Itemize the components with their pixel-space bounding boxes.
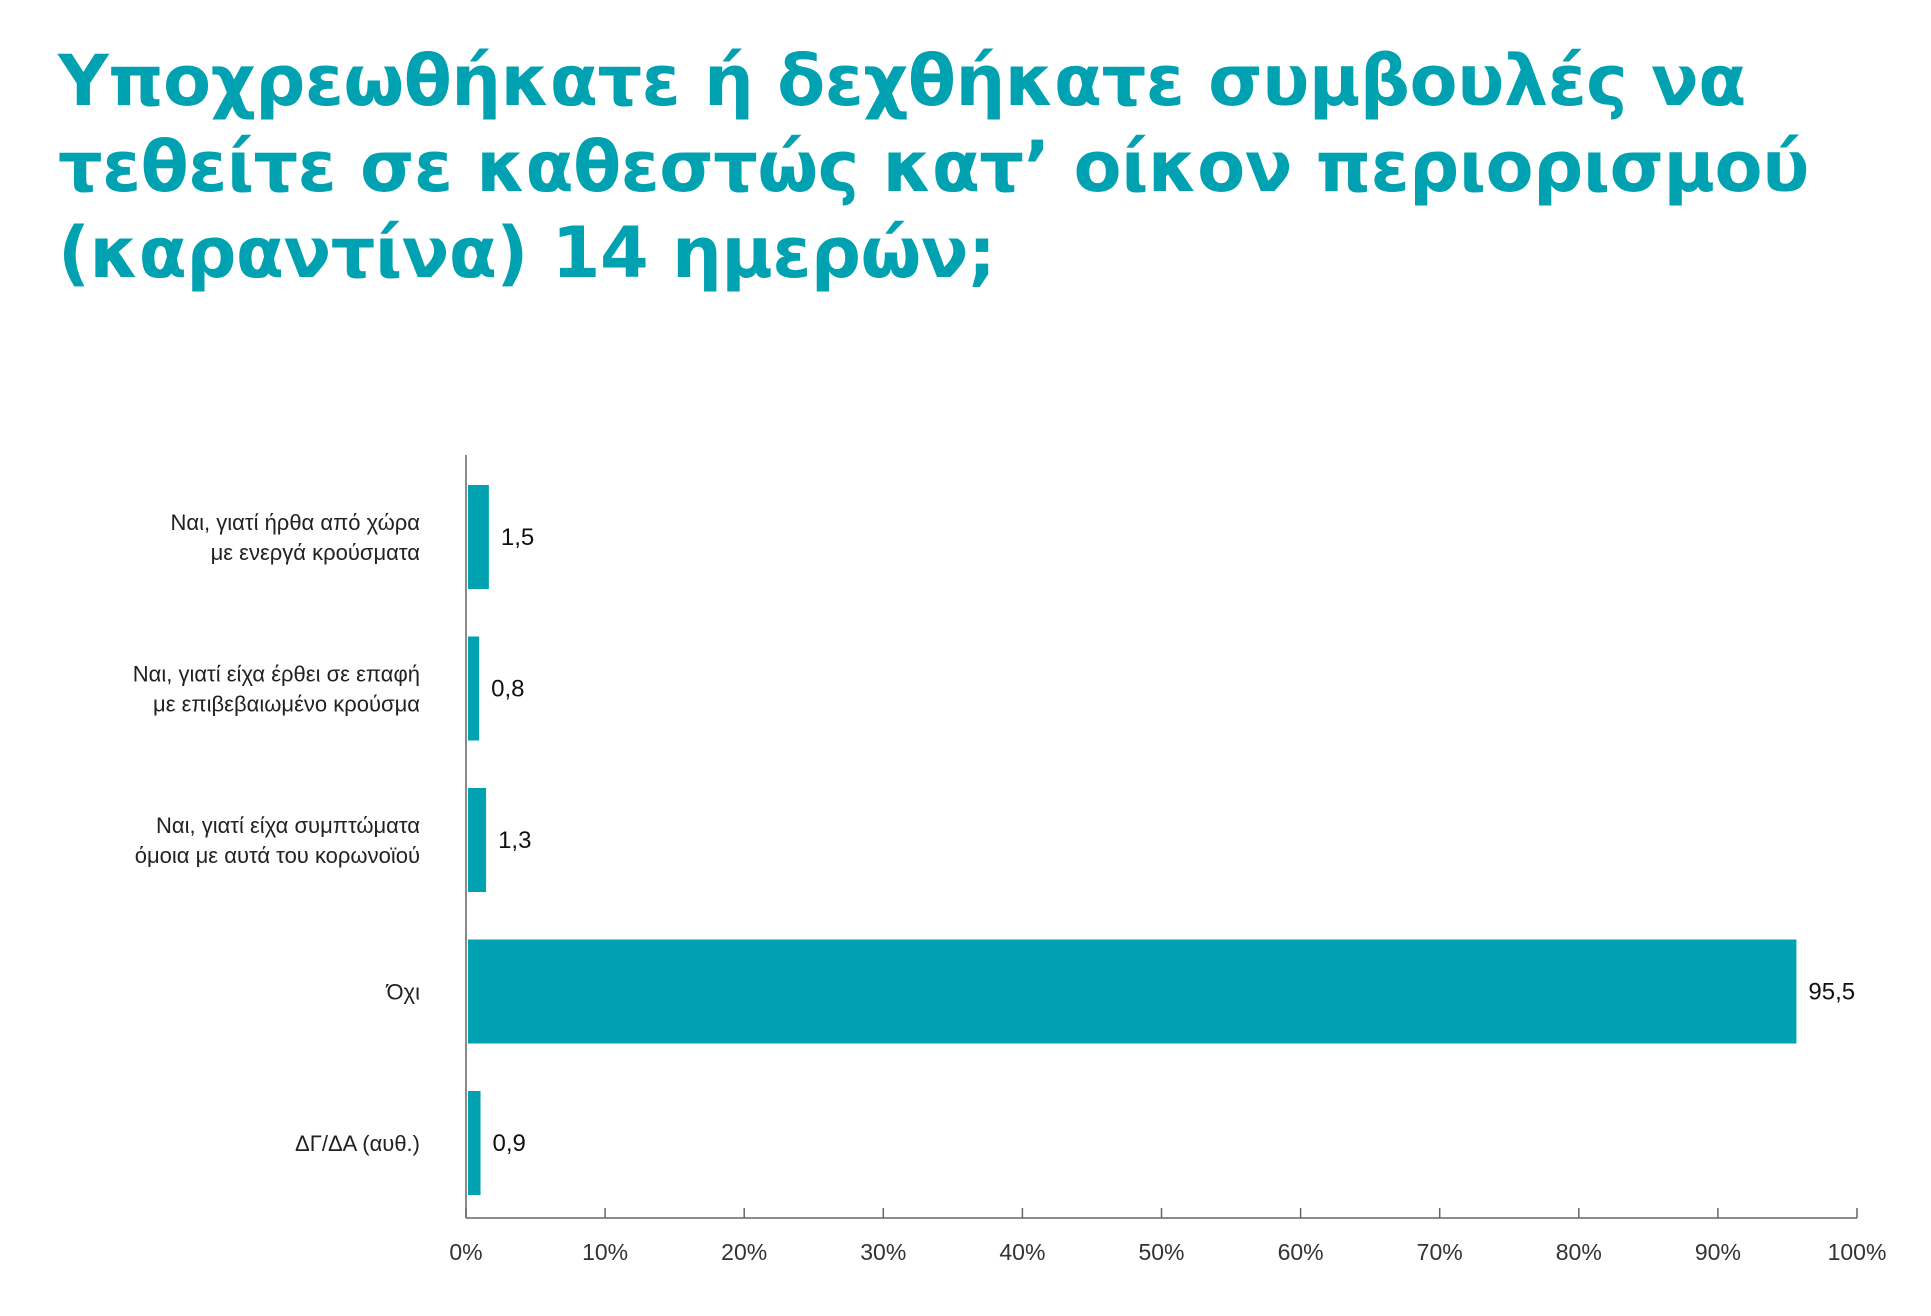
x-tick-label: 90% [1695,1239,1741,1265]
category-label: Ναι, γιατί είχα συμπτώματα [156,813,420,838]
category-label: Όχι [386,980,421,1005]
category-label: με ενεργά κρούσματα [211,540,421,565]
value-label: 95,5 [1808,979,1855,1006]
value-label: 0,9 [493,1130,526,1157]
bar [468,636,480,741]
value-labels-group: 1,5 0,8 1,3 95,5 0,9 [491,524,1855,1157]
x-tick-label: 70% [1417,1239,1463,1265]
x-tick-label: 0% [449,1239,482,1265]
bar [468,485,489,589]
category-label: όμοια με αυτά του κορωνοϊού [135,843,420,868]
x-tick-label: 20% [721,1239,767,1265]
category-label: με επιβεβαιωμένο κρούσμα [153,692,420,717]
x-tick-label: 30% [860,1239,906,1265]
category-label: Ναι, γιατί είχα έρθει σε επαφή [133,662,420,687]
chart-title: Υποχρεωθήκατε ή δεχθήκατε συμβουλές να τ… [58,40,1809,294]
category-labels-group: Ναι, γιατί ήρθα από χώρα με ενεργά κρούσμ… [133,510,421,1156]
x-tick-label: 80% [1556,1239,1602,1265]
x-tick-label: 10% [582,1239,628,1265]
x-tick-label: 100% [1828,1239,1887,1265]
bar [468,788,487,892]
x-tick-label: 60% [1278,1239,1324,1265]
value-label: 1,5 [501,524,534,551]
value-label: 0,8 [491,676,524,703]
bars-group [468,485,1797,1195]
x-tick-label: 50% [1138,1239,1184,1265]
bar [468,939,1797,1044]
bar [468,1091,481,1195]
value-label: 1,3 [498,827,531,854]
x-ticks-group: 0% 10% 20% 30% 40% 50% 60% 70% 80% 90% 100% [449,1208,1886,1265]
category-label: ΔΓ/ΔΑ (αυθ.) [295,1131,420,1156]
category-label: Ναι, γιατί ήρθα από χώρα [171,510,421,535]
x-tick-label: 40% [999,1239,1045,1265]
